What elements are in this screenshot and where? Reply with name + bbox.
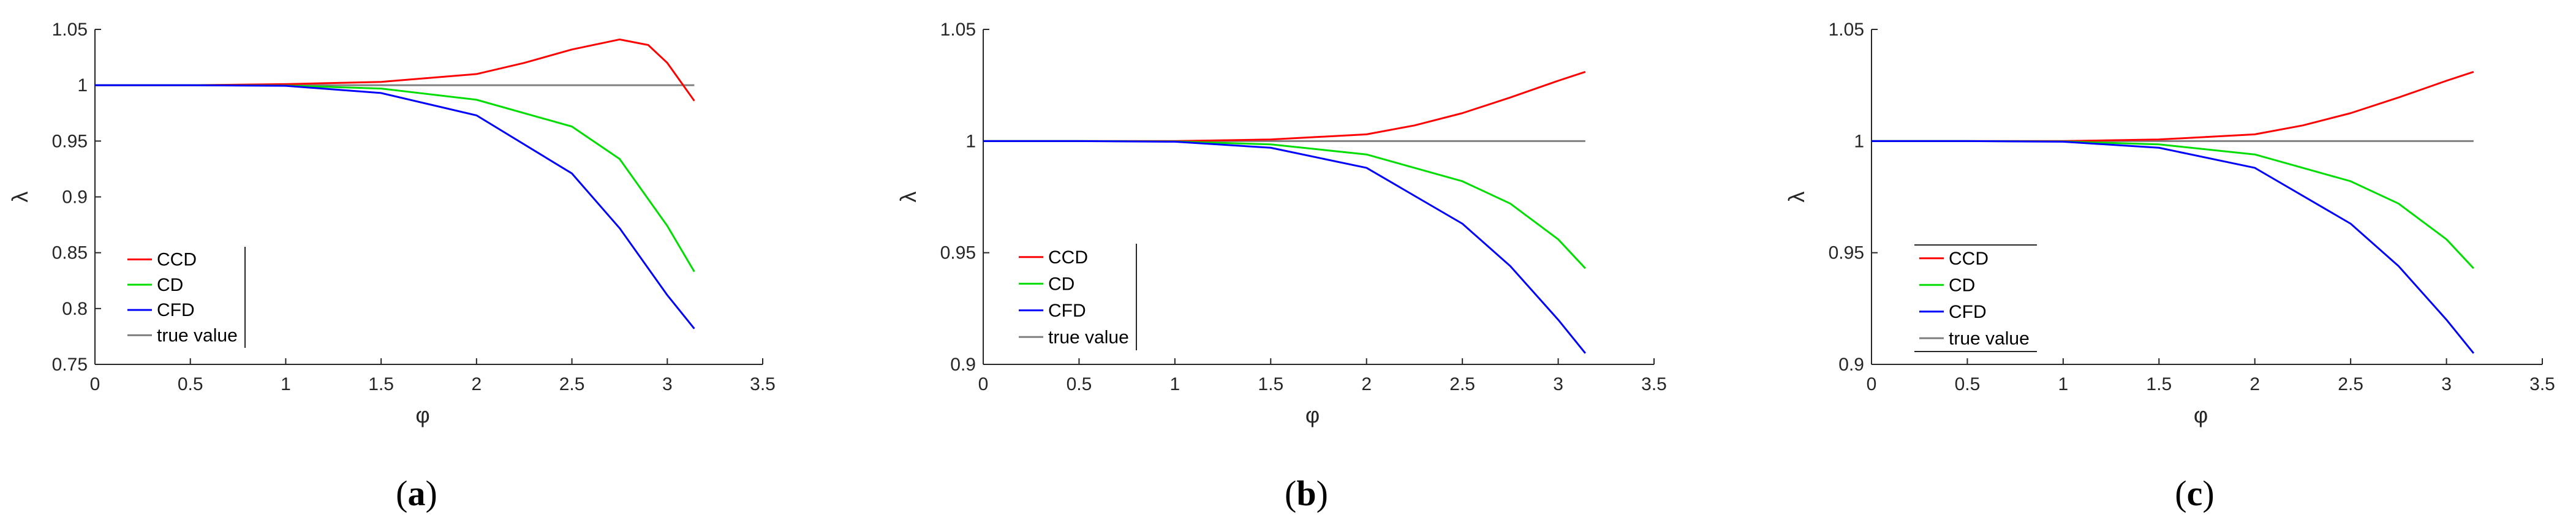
series-line-ccd (1872, 70, 2474, 142)
y-tick-label: 0.9 (62, 187, 88, 208)
legend-label-cd: CD (157, 275, 183, 295)
legend-label-true-value: true value (157, 325, 238, 345)
y-tick-label: 1 (1854, 131, 1864, 151)
caption-close-paren: ) (2202, 473, 2214, 513)
x-tick-label: 3.5 (1641, 374, 1667, 394)
x-tick-label: 3 (662, 374, 673, 394)
y-tick-label: 0.9 (1838, 355, 1864, 375)
series-line-cd (95, 84, 695, 273)
legend-label-cfd: CFD (1048, 301, 1086, 321)
y-tick-label: 1 (77, 75, 88, 96)
legend-label-true-value: true value (1048, 327, 1129, 347)
series-line-ccd (95, 38, 695, 102)
x-tick-label: 0 (1867, 374, 1877, 394)
chart-panel-b: 0 0.5 1 1.5 2 2.5 3 3.5 0.9 0.95 1 1.05 φ λ CCD CD CFD tr… (896, 20, 1667, 513)
chart-panel-a: 0 0.5 1 1.5 2 2.5 3 3.5 0.75 0.8 0.85 0.9 0.95 1 1.05 φ… (7, 20, 776, 513)
x-tick-label: 1 (281, 374, 291, 394)
y-tick-label: 1 (965, 131, 976, 151)
x-tick-label: 1.5 (368, 374, 394, 394)
x-tick-label: 0.5 (1067, 374, 1092, 394)
caption-letter: c (2187, 473, 2203, 513)
caption-open-paren: ( (396, 473, 407, 513)
y-tick-label: 1.05 (940, 20, 976, 40)
legend-label-cfd: CFD (157, 300, 195, 320)
y-axis-label: λ (7, 192, 32, 203)
y-tick-label: 0.95 (52, 131, 88, 151)
legend: CCD CD CFD true value (1014, 244, 1137, 350)
legend-box (123, 247, 245, 348)
caption-letter: a (408, 473, 426, 513)
legend: CCD CD CFD true value (123, 247, 246, 348)
caption-close-paren: ) (426, 473, 437, 513)
caption-close-paren: ) (1316, 473, 1328, 513)
x-tick-label: 2 (2249, 374, 2260, 394)
y-axis-label: λ (1784, 192, 1809, 203)
series-line-cfd (983, 140, 1587, 354)
legend-box (1914, 245, 2037, 352)
x-tick-label: 3 (1553, 374, 1563, 394)
legend-label-ccd: CCD (1048, 247, 1088, 268)
x-tick-label: 3.5 (750, 374, 776, 394)
x-tick-label: 0.5 (178, 374, 203, 394)
x-tick-label: 0.5 (1955, 374, 1981, 394)
legend-label-ccd: CCD (157, 250, 197, 270)
x-tick-label: 1 (1170, 374, 1180, 394)
y-tick-label: 1.05 (1829, 20, 1864, 40)
y-tick-label: 0.8 (62, 299, 88, 319)
y-tick-label: 0.85 (52, 243, 88, 263)
chart-panel-c: 0 0.5 1 1.5 2 2.5 3 3.5 0.9 0.95 1 1.05 φ λ CCD CD CFD tr… (1784, 20, 2555, 513)
legend-label-cfd: CFD (1949, 302, 1987, 322)
x-tick-label: 3.5 (2529, 374, 2555, 394)
x-tick-label: 2.5 (2338, 374, 2363, 394)
x-axis-label: φ (415, 402, 429, 427)
legend-label-true-value: true value (1949, 328, 2030, 348)
y-tick-label: 1.05 (52, 20, 88, 40)
y-tick-label: 0.9 (950, 355, 976, 375)
panel-caption: (c) (2175, 473, 2214, 513)
legend-label-ccd: CCD (1949, 249, 1989, 269)
x-axis-label: φ (2194, 402, 2208, 427)
x-tick-label: 0 (978, 374, 989, 394)
panel-caption: (a) (396, 473, 437, 513)
x-tick-label: 1 (2058, 374, 2069, 394)
x-tick-label: 2.5 (1449, 374, 1475, 394)
caption-letter: b (1296, 473, 1316, 513)
y-tick-label: 0.95 (1829, 243, 1864, 263)
x-tick-label: 2.5 (559, 374, 585, 394)
series-line-ccd (983, 70, 1586, 142)
series-line-cfd (95, 84, 695, 329)
x-tick-label: 2 (472, 374, 482, 394)
x-tick-label: 2 (1361, 374, 1372, 394)
caption-open-paren: ( (2175, 473, 2186, 513)
legend-box (1014, 244, 1136, 350)
caption-open-paren: ( (1285, 473, 1296, 513)
x-tick-label: 1.5 (2146, 374, 2172, 394)
x-tick-label: 3 (2441, 374, 2452, 394)
legend: CCD CD CFD true value (1914, 244, 2037, 352)
legend-label-cd: CD (1048, 274, 1075, 294)
legend-label-cd: CD (1949, 275, 1975, 295)
x-axis-label: φ (1305, 402, 1320, 427)
y-tick-label: 0.95 (940, 243, 976, 263)
y-tick-label: 0.75 (52, 355, 88, 375)
y-axis-label: λ (896, 192, 921, 203)
x-tick-label: 0 (90, 374, 100, 394)
x-tick-label: 1.5 (1258, 374, 1283, 394)
panel-caption: (b) (1285, 473, 1328, 513)
series-line-cfd (1872, 140, 2475, 354)
